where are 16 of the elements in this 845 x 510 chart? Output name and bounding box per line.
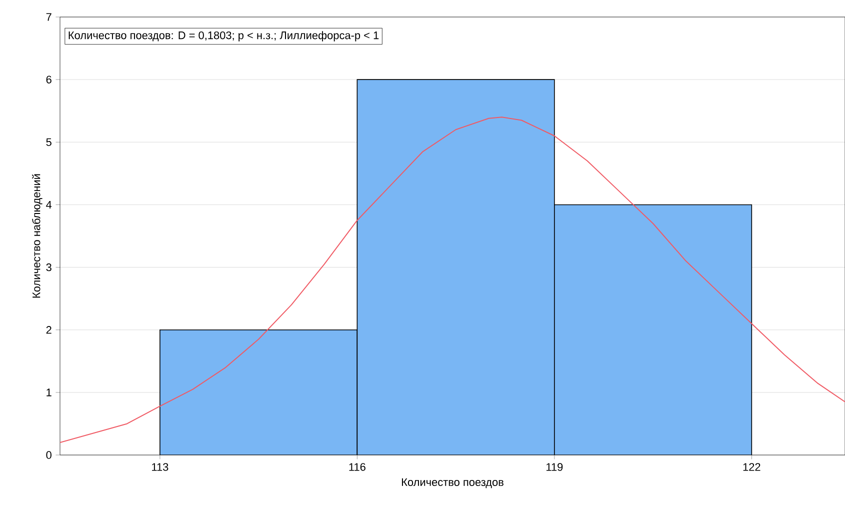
y-tick-label: 4 bbox=[46, 200, 52, 208]
line-series bbox=[60, 116, 845, 443]
y-axis-title: Количество наблюдений bbox=[32, 174, 42, 298]
y-tick-label: 3 bbox=[46, 263, 52, 272]
x-tick-label: 113 bbox=[152, 463, 168, 471]
y-tick-label: 0 bbox=[46, 451, 52, 459]
y-tick-label: 2 bbox=[46, 326, 52, 334]
x-tick-label: 122 bbox=[743, 463, 760, 471]
y-tick-label: 6 bbox=[46, 76, 52, 84]
x-tick-label: 116 bbox=[349, 463, 366, 471]
x-tick-label: 119 bbox=[546, 463, 563, 471]
y-tick-label: 1 bbox=[46, 388, 52, 396]
y-tick-label: 5 bbox=[46, 138, 52, 146]
text: Количество поездов: D = 0,1803; p < н.з.; Лиллиефорса-p < 1 bbox=[68, 31, 379, 42]
y-tick-label: 7 bbox=[46, 13, 52, 21]
x-axis-title: Количество поездов bbox=[402, 478, 504, 488]
